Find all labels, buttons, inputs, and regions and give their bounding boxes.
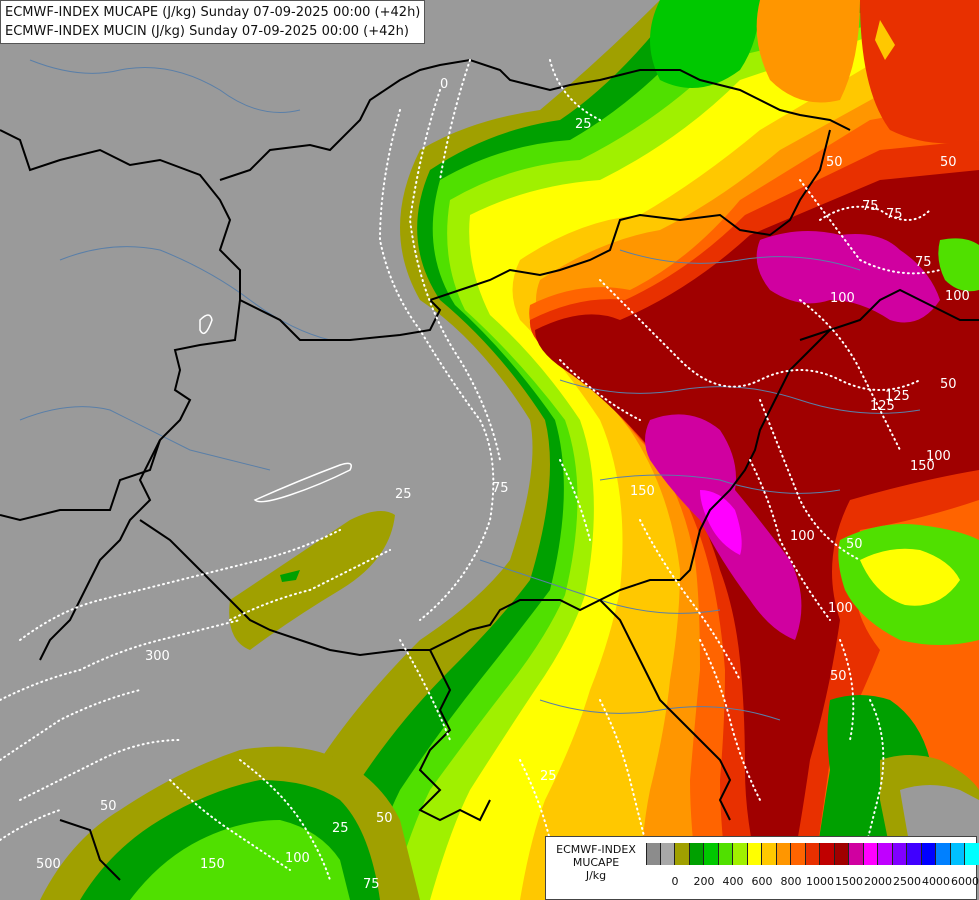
legend-swatch — [820, 843, 835, 865]
title-line-cin: ECMWF-INDEX MUCIN (J/kg) Sunday 07-09-20… — [5, 24, 409, 39]
legend-swatch — [675, 843, 690, 865]
legend-swatch — [689, 843, 704, 865]
contour-label: 75 — [363, 877, 380, 892]
contour-label: 75 — [915, 255, 932, 270]
rivers — [19, 59, 921, 721]
legend-swatch — [762, 843, 777, 865]
contour-label: 100 — [790, 529, 815, 544]
contour-label: 75 — [862, 199, 879, 214]
legend-swatches — [646, 843, 979, 865]
legend-tick-label: 2000 — [864, 875, 892, 888]
contour-label: 50 — [100, 799, 117, 814]
contour-label: 25 — [540, 769, 557, 784]
country-borders — [0, 58, 979, 881]
title-line-cape: ECMWF-INDEX MUCAPE (J/kg) Sunday 07-09-2… — [5, 5, 421, 20]
legend-tick-label: 0 — [671, 875, 679, 888]
color-legend: ECMWF-INDEX MUCAPE J/kg 0 200 400 600 800 100… — [545, 836, 979, 900]
legend-swatch — [907, 843, 922, 865]
cape-field — [40, 0, 979, 900]
contour-label: 25 — [332, 821, 349, 836]
contour-label: 100 — [830, 291, 855, 306]
contour-label: 150 — [910, 459, 935, 474]
legend-tick-label: 1500 — [835, 875, 863, 888]
contour-label: 300 — [145, 649, 170, 664]
legend-label: ECMWF-INDEX MUCAPE J/kg — [550, 843, 642, 882]
contour-label: 50 — [826, 155, 843, 170]
legend-swatch — [733, 843, 748, 865]
legend-tick-label: 4000 — [922, 875, 950, 888]
legend-swatch — [921, 843, 936, 865]
legend-tick-label: 1000 — [806, 875, 834, 888]
contour-label: 150 — [630, 484, 655, 499]
contour-label: 75 — [492, 481, 509, 496]
contour-label: 50 — [376, 811, 393, 826]
legend-tick-label: 6000 — [951, 875, 979, 888]
map-title: ECMWF-INDEX MUCAPE (J/kg) Sunday 07-09-2… — [0, 0, 426, 44]
legend-swatch — [849, 843, 864, 865]
contour-label: 25 — [575, 117, 592, 132]
legend-label-unit: J/kg — [585, 869, 607, 882]
contour-label: 125 — [885, 389, 910, 404]
contour-label: 50 — [940, 377, 957, 392]
contour-label: 500 — [36, 857, 61, 872]
contour-label: 125 — [870, 399, 895, 414]
contour-label: 25 — [395, 487, 412, 502]
cin-contours — [0, 59, 941, 881]
contour-label: 150 — [200, 857, 225, 872]
legend-swatch — [747, 843, 762, 865]
legend-swatch — [704, 843, 719, 865]
legend-swatch — [718, 843, 733, 865]
legend-swatch — [863, 843, 878, 865]
legend-swatch — [660, 843, 675, 865]
legend-tick-label: 400 — [722, 875, 744, 888]
contour-label: 100 — [828, 601, 853, 616]
legend-swatch — [965, 843, 979, 865]
legend-tick-label: 2500 — [893, 875, 921, 888]
contour-label: 75 — [886, 207, 903, 222]
contour-label: 100 — [945, 289, 970, 304]
contour-label: 50 — [940, 155, 957, 170]
legend-swatch — [805, 843, 820, 865]
legend-swatch — [776, 843, 791, 865]
legend-tick-label: 800 — [780, 875, 802, 888]
cin-labels: 0 25 50 75 100 125 150 300 500 25 50 100… — [36, 77, 970, 892]
legend-tick-label: 200 — [693, 875, 715, 888]
legend-label-source: ECMWF-INDEX — [556, 843, 636, 856]
legend-swatch — [791, 843, 806, 865]
legend-swatch — [892, 843, 907, 865]
contour-label: 100 — [285, 851, 310, 866]
contour-label: 50 — [830, 669, 847, 684]
legend-ticks: 0 200 400 600 800 1000 1500 2000 2500 4000 6000 — [646, 875, 979, 889]
legend-swatch — [646, 843, 661, 865]
contour-label: 100 — [926, 449, 951, 464]
legend-swatch — [936, 843, 951, 865]
contour-label: 50 — [846, 537, 863, 552]
legend-swatch — [950, 843, 965, 865]
contour-label: 0 — [440, 77, 448, 92]
lakes — [199, 314, 352, 503]
legend-swatch — [834, 843, 849, 865]
legend-swatch — [878, 843, 893, 865]
legend-tick-label: 600 — [751, 875, 773, 888]
legend-label-variable: MUCAPE — [572, 856, 620, 869]
